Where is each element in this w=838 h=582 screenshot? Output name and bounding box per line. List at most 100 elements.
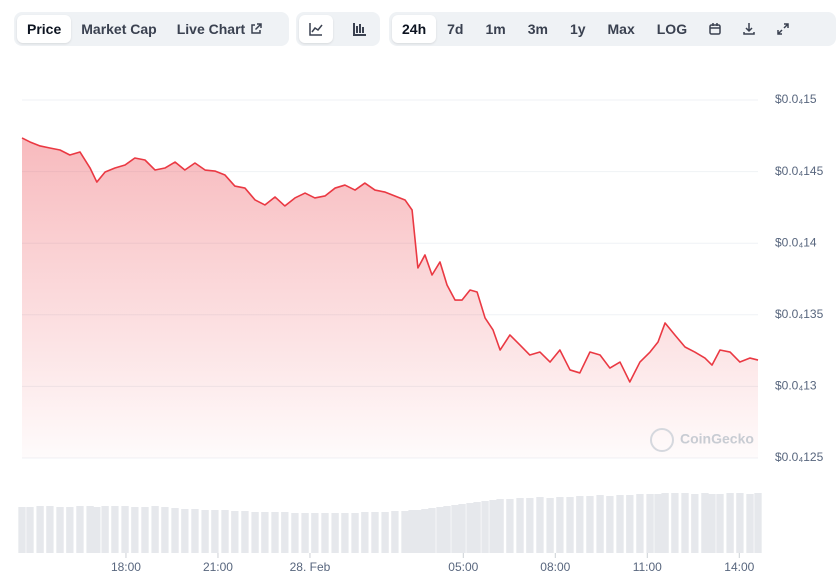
- volume-bar: [746, 494, 754, 553]
- volume-bar: [661, 493, 669, 553]
- x-tick-label: 08:00: [540, 560, 570, 574]
- range-group: 24h 7d 1m 3m 1y Max LOG: [389, 12, 836, 46]
- volume-bar: [408, 510, 416, 553]
- volume-bar: [421, 509, 429, 553]
- range-button[interactable]: 1m: [485, 21, 506, 37]
- volume-bar: [443, 506, 451, 553]
- volume-bar: [516, 498, 524, 553]
- download-icon: [743, 23, 755, 35]
- volume-bar: [211, 510, 219, 553]
- volume-bar: [681, 493, 689, 553]
- volume-bar: [536, 497, 544, 553]
- x-tick-label: 05:00: [448, 560, 478, 574]
- volume-bar: [708, 494, 716, 553]
- volume-bar: [18, 507, 26, 553]
- y-tick-label: $0.0₄15: [775, 92, 817, 106]
- volume-bar: [701, 493, 709, 553]
- volume-bar: [496, 499, 504, 553]
- fullscreen-button[interactable]: [766, 15, 800, 43]
- volume-bar: [76, 506, 84, 553]
- volume-bar: [401, 511, 409, 553]
- range-button[interactable]: 7d: [447, 21, 464, 37]
- volume-bar: [151, 506, 159, 553]
- volume-bar: [281, 512, 289, 553]
- volume-bar: [111, 506, 119, 553]
- line-chart-button[interactable]: [299, 15, 333, 43]
- volume-bar: [586, 496, 594, 553]
- volume-bar: [101, 506, 109, 553]
- y-tick-label: $0.0₄13: [775, 379, 817, 393]
- volume-bar: [391, 511, 399, 553]
- volume-bar: [506, 499, 514, 553]
- volume-bar: [458, 504, 466, 553]
- volume-bar: [241, 511, 249, 553]
- volume-bar: [556, 497, 564, 553]
- volume-bar: [616, 495, 624, 553]
- range-button[interactable]: 24h: [392, 15, 437, 43]
- watermark-text: CoinGecko: [680, 431, 754, 447]
- calendar-icon: [709, 23, 721, 35]
- y-tick-label: $0.0₄125: [775, 450, 824, 464]
- volume-bar: [311, 513, 319, 553]
- volume-bar: [161, 507, 169, 553]
- tab-group: Price Market Cap Live Chart: [14, 12, 289, 46]
- candle-icon: [353, 23, 366, 36]
- volume-bar: [371, 512, 379, 553]
- volume-bar: [86, 506, 94, 553]
- volume-bar: [436, 507, 444, 553]
- volume-bar: [351, 513, 359, 553]
- volume-bar: [341, 513, 349, 553]
- volume-bar: [361, 512, 369, 553]
- volume-bar: [321, 513, 329, 553]
- x-tick-label: 11:00: [633, 560, 662, 574]
- x-tick-label: 21:00: [203, 560, 233, 574]
- volume-bar: [726, 493, 734, 553]
- volume-bar: [201, 510, 209, 553]
- volume-bar: [181, 509, 189, 553]
- volume-bar: [646, 494, 654, 553]
- expand-icon: [777, 23, 789, 35]
- volume-bar: [473, 502, 481, 553]
- volume-bar: [261, 512, 269, 553]
- volume-bar: [131, 507, 139, 553]
- volume-bar: [66, 507, 74, 553]
- range-button[interactable]: 3m: [527, 21, 548, 37]
- range-button[interactable]: LOG: [656, 21, 688, 37]
- tab-button[interactable]: Market Cap: [81, 21, 157, 37]
- x-tick-label: 18:00: [111, 560, 141, 574]
- candle-chart-button[interactable]: [343, 15, 377, 43]
- volume-bar: [526, 498, 534, 553]
- volume-bar: [93, 507, 101, 553]
- volume-bar: [736, 493, 744, 553]
- range-button[interactable]: Max: [607, 21, 635, 37]
- volume-bar: [754, 493, 762, 553]
- volume-bar: [121, 506, 129, 553]
- range-button[interactable]: 1y: [569, 21, 586, 37]
- volume-bar: [716, 494, 724, 553]
- tab-button[interactable]: Live Chart: [167, 15, 273, 43]
- volume-bar: [451, 505, 459, 553]
- volume-bar: [636, 494, 644, 553]
- volume-bar: [691, 494, 699, 553]
- volume-bar: [428, 508, 436, 553]
- tab-button[interactable]: Price: [17, 15, 72, 43]
- tab-label: Live Chart: [176, 21, 246, 37]
- volume-bar: [231, 511, 239, 553]
- volume-bar: [566, 497, 574, 553]
- download-button[interactable]: [732, 15, 766, 43]
- volume-bar: [489, 500, 497, 553]
- volume-bar: [596, 495, 604, 553]
- volume-bar: [271, 512, 279, 553]
- volume-bar: [291, 513, 299, 553]
- price-area: [22, 137, 758, 458]
- price-line: [21, 137, 759, 383]
- volume-bar: [381, 512, 389, 553]
- volume-bar: [171, 508, 179, 553]
- volume-bar: [606, 496, 614, 553]
- volume-bar: [414, 510, 422, 553]
- volume-bar: [26, 507, 34, 553]
- y-tick-label: $0.0₄135: [775, 307, 824, 321]
- calendar-button[interactable]: [698, 15, 732, 43]
